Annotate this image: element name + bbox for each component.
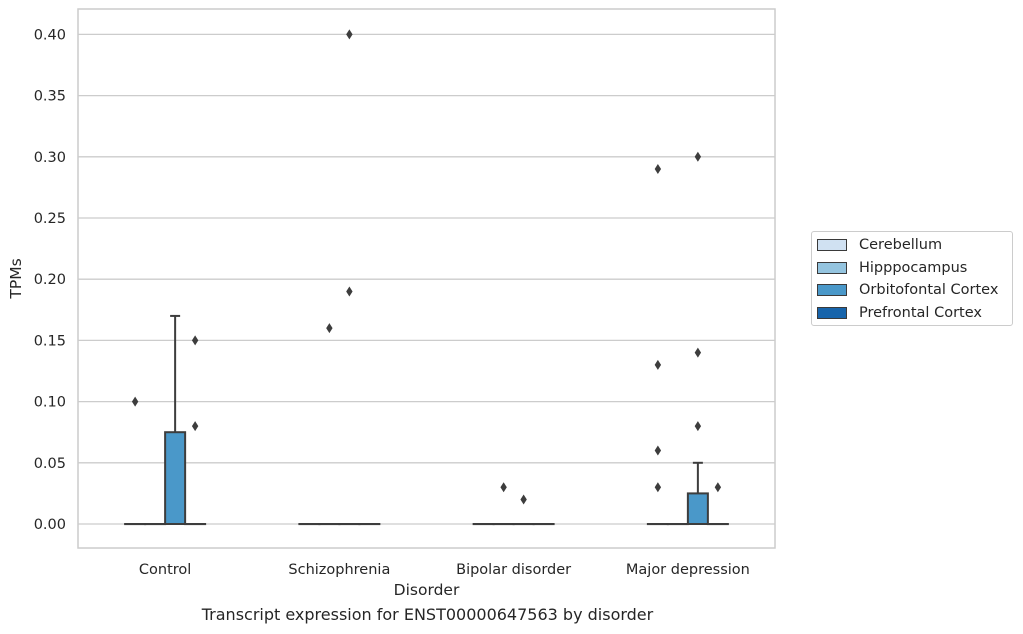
y-tick-label: 0.10 xyxy=(34,395,66,411)
outlier-point xyxy=(654,482,662,493)
outlier-point xyxy=(520,494,527,505)
legend-label: Hipppocampus xyxy=(859,259,968,276)
legend-swatch xyxy=(817,307,847,320)
y-tick-label: 0.00 xyxy=(34,517,66,533)
x-tick-label: Control xyxy=(139,562,191,578)
outlier-point xyxy=(654,445,662,456)
outlier-point xyxy=(694,151,702,162)
outlier-point xyxy=(694,421,702,432)
box-orbitofontal-cortex xyxy=(164,314,187,526)
legend-item: Cerebellum xyxy=(817,235,942,255)
outlier-point xyxy=(346,29,353,40)
x-tick-label: Schizophrenia xyxy=(288,562,390,578)
x-tick-label: Bipolar disorder xyxy=(456,562,571,578)
legend-item: Hipppocampus xyxy=(817,258,967,278)
y-tick-label: 0.25 xyxy=(34,211,66,227)
legend-swatch xyxy=(817,239,847,251)
boxes xyxy=(124,314,729,526)
outlier-point xyxy=(714,482,722,493)
y-axis-title: TPMs xyxy=(7,258,25,299)
y-tick-label: 0.40 xyxy=(34,27,66,43)
legend-item: Prefrontal Cortex xyxy=(817,303,982,323)
legend: Cerebellum Hipppocampus Orbitofontal Corte… xyxy=(811,231,1013,326)
outlier-point xyxy=(694,347,702,358)
outlier-point xyxy=(346,286,353,297)
outlier-point xyxy=(191,421,199,432)
legend-swatch xyxy=(817,261,847,274)
y-tick-label: 0.05 xyxy=(34,456,66,472)
x-axis-ticks: Control Schizophrenia Bipolar disorder Majo… xyxy=(139,562,750,578)
box-body xyxy=(686,492,709,525)
outlier-point xyxy=(500,482,507,493)
outlier-point xyxy=(191,335,199,346)
legend-label: Cerebellum xyxy=(859,237,943,253)
y-axis-ticks: 0.00 0.05 0.10 0.15 0.20 0.25 0.30 0.35 0.40 xyxy=(34,27,66,533)
outlier-point xyxy=(654,164,662,175)
x-tick-label: Major depression xyxy=(626,562,750,578)
legend-item: Orbitofontal Cortex xyxy=(817,280,998,300)
y-tick-label: 0.35 xyxy=(34,89,66,105)
outlier-point xyxy=(654,359,662,370)
y-tick-label: 0.15 xyxy=(34,333,66,349)
plot-area-frame xyxy=(77,8,776,549)
outliers xyxy=(131,29,722,505)
y-tick-label: 0.20 xyxy=(34,272,66,288)
x-axis-title: Disorder xyxy=(394,581,460,599)
legend-label: Orbitofontal Cortex xyxy=(859,282,999,299)
chart-caption: Transcript expression for ENST0000064756… xyxy=(201,605,654,624)
outlier-point xyxy=(326,323,333,334)
box-body xyxy=(164,431,187,526)
legend-label: Prefrontal Cortex xyxy=(859,305,982,322)
y-tick-label: 0.30 xyxy=(34,150,66,166)
box-orbitofontal-cortex xyxy=(686,461,709,525)
legend-swatch xyxy=(817,284,847,297)
outlier-point xyxy=(131,396,139,407)
